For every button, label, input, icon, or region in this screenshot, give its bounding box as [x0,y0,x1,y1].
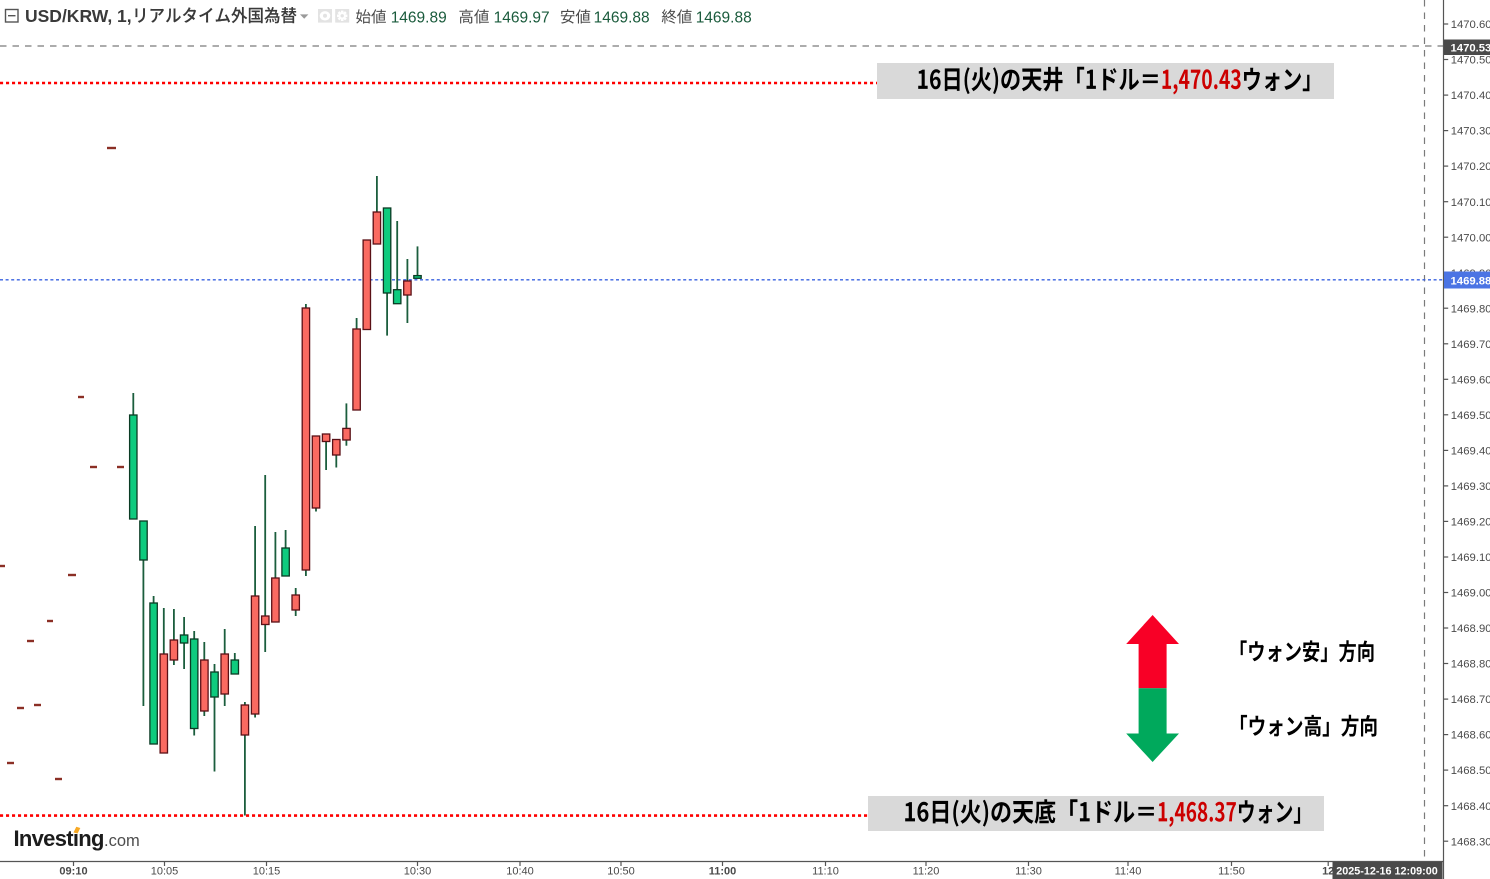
svg-text:11:40: 11:40 [1115,866,1142,878]
svg-text:1469.00: 1469.00 [1451,588,1490,600]
svg-text:11:00: 11:00 [709,866,737,878]
svg-text:1469.89: 1469.89 [391,9,447,26]
svg-text:2025-12-16 12:09:00: 2025-12-16 12:09:00 [1336,866,1437,878]
svg-text:11:20: 11:20 [913,866,940,878]
svg-text:1469.80: 1469.80 [1451,303,1490,315]
svg-text:Investıng: Investıng [14,826,104,851]
svg-text:10:05: 10:05 [151,866,179,878]
svg-text:1468.60: 1468.60 [1451,730,1490,742]
svg-text:1469.10: 1469.10 [1451,552,1490,564]
svg-text:1469.30: 1469.30 [1451,481,1490,493]
svg-text:1470.20: 1470.20 [1451,161,1490,173]
svg-text:10:15: 10:15 [253,866,281,878]
svg-text:11:30: 11:30 [1015,866,1042,878]
svg-text:1469.70: 1469.70 [1451,339,1490,351]
svg-text:09:10: 09:10 [59,866,87,878]
svg-text:1469.88: 1469.88 [696,9,752,26]
svg-text:10:50: 10:50 [607,866,635,878]
svg-text:1469.60: 1469.60 [1451,374,1490,386]
svg-text:1470.53: 1470.53 [1451,43,1490,55]
svg-text:USD/KRW, 1,: USD/KRW, 1, [25,6,132,26]
svg-text:1469.50: 1469.50 [1451,410,1490,422]
svg-text:1469.88: 1469.88 [1451,275,1490,287]
svg-text:.com: .com [104,832,140,850]
svg-text:1470.50: 1470.50 [1451,55,1490,67]
svg-text:12: 12 [1322,866,1334,878]
svg-text:1469.97: 1469.97 [494,9,550,26]
svg-text:1468.30: 1468.30 [1451,836,1490,848]
svg-text:1469.40: 1469.40 [1451,446,1490,458]
svg-text:1470.00: 1470.00 [1451,232,1490,244]
svg-text:11:50: 11:50 [1218,866,1245,878]
svg-text:1470.40: 1470.40 [1451,90,1490,102]
svg-text:1468.80: 1468.80 [1451,659,1490,671]
svg-text:1468.50: 1468.50 [1451,765,1490,777]
svg-text:10:40: 10:40 [506,866,534,878]
svg-text:1469.20: 1469.20 [1451,517,1490,529]
svg-text:1468.40: 1468.40 [1451,801,1490,813]
svg-text:1468.90: 1468.90 [1451,623,1490,635]
svg-text:1470.30: 1470.30 [1451,126,1490,138]
svg-text:10:30: 10:30 [404,866,432,878]
svg-text:1468.70: 1468.70 [1451,694,1490,706]
svg-text:11:10: 11:10 [812,866,839,878]
svg-text:1470.10: 1470.10 [1451,197,1490,209]
svg-text:1469.88: 1469.88 [594,9,650,26]
svg-text:1470.60: 1470.60 [1451,19,1490,31]
